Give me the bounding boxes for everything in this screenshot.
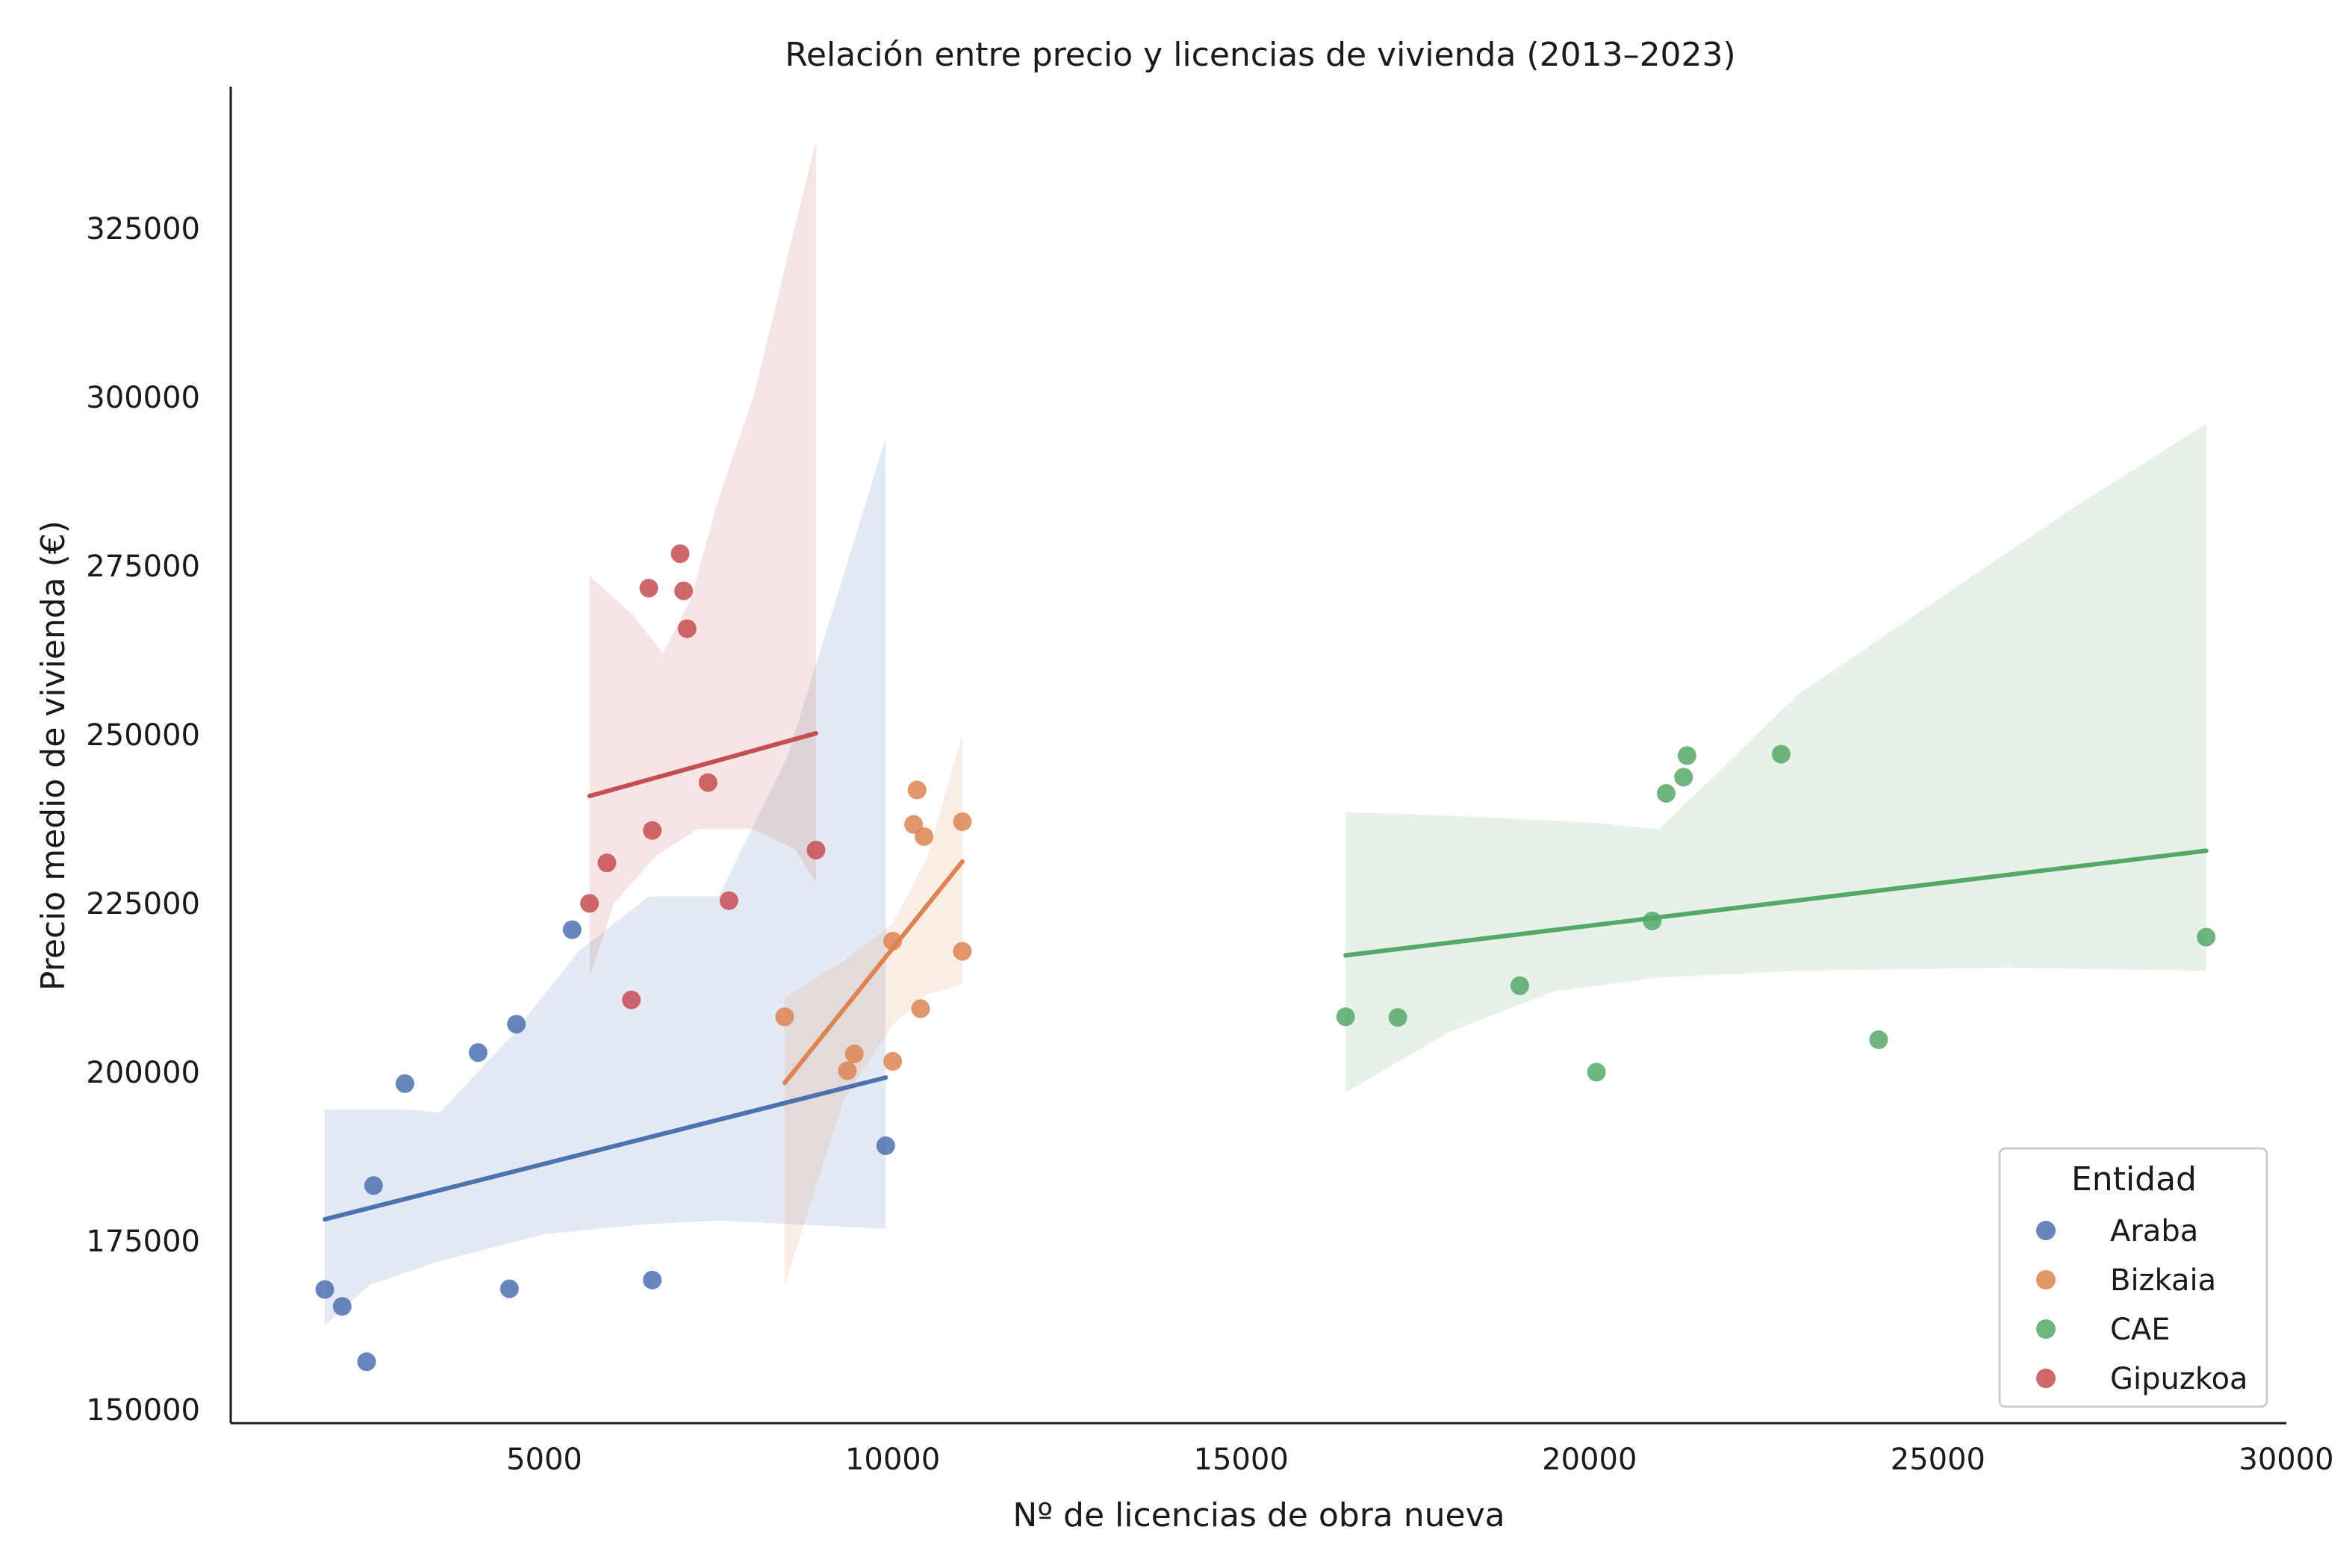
point-araba-4 xyxy=(395,1074,414,1093)
point-bizkaia-5 xyxy=(904,815,924,834)
legend: Entidad Araba Bizkaia CAE Gipuzkoa xyxy=(1998,1147,2268,1408)
point-cae-6 xyxy=(1674,768,1693,787)
point-cae-7 xyxy=(1677,746,1696,765)
fit-line-gipuzkoa xyxy=(587,731,818,799)
fit-line-bizkaia xyxy=(782,859,965,1086)
x-tick-label-25000: 25000 xyxy=(1891,1443,1985,1477)
point-cae-5 xyxy=(1656,784,1676,803)
ci-band-gipuzkoa xyxy=(589,140,816,978)
ci-band-araba xyxy=(325,438,886,1325)
point-cae-4 xyxy=(1643,911,1662,930)
point-cae-0 xyxy=(1336,1007,1355,1027)
point-bizkaia-4 xyxy=(883,932,903,951)
point-araba-8 xyxy=(562,920,582,939)
regression-lines xyxy=(322,731,2209,1222)
y-tick-label-300000: 300000 xyxy=(86,381,200,415)
x-tick-label-15000: 15000 xyxy=(1194,1443,1289,1477)
point-cae-1 xyxy=(1388,1008,1407,1027)
point-bizkaia-1 xyxy=(838,1061,857,1080)
point-araba-1 xyxy=(332,1297,352,1316)
point-cae-2 xyxy=(1510,976,1529,995)
legend-box xyxy=(1998,1147,2268,1408)
fit-line-araba xyxy=(322,1075,889,1222)
point-bizkaia-0 xyxy=(775,1007,794,1027)
y-axis-title: Precio medio de vivienda (€) xyxy=(34,520,72,991)
legend-label-bizkaia: Bizkaia xyxy=(2110,1263,2216,1298)
point-araba-9 xyxy=(643,1270,662,1289)
point-bizkaia-9 xyxy=(953,942,972,961)
x-tick-labels: 5000 10000 15000 20000 25000 30000 xyxy=(506,1443,2334,1477)
legend-title: Entidad xyxy=(2071,1160,2197,1198)
legend-marker-araba xyxy=(2036,1221,2056,1240)
point-gipuzkoa-1 xyxy=(597,853,617,873)
legend-label-gipuzkoa: Gipuzkoa xyxy=(2110,1362,2248,1396)
ci-band-bizkaia xyxy=(784,734,962,1285)
point-gipuzkoa-4 xyxy=(643,821,662,840)
point-araba-6 xyxy=(500,1279,519,1298)
x-tick-label-20000: 20000 xyxy=(1542,1443,1637,1477)
point-bizkaia-2 xyxy=(844,1044,864,1063)
point-araba-3 xyxy=(364,1176,383,1195)
point-araba-0 xyxy=(315,1280,335,1299)
legend-marker-gipuzkoa xyxy=(2036,1369,2056,1388)
x-tick-label-5000: 5000 xyxy=(506,1443,582,1477)
y-tick-label-200000: 200000 xyxy=(86,1056,200,1090)
y-tick-labels: 150000 175000 200000 225000 250000 275000 3000… xyxy=(86,212,200,1428)
point-bizkaia-3 xyxy=(883,1051,903,1071)
point-araba-10 xyxy=(876,1136,895,1155)
point-cae-8 xyxy=(1771,744,1791,764)
point-bizkaia-10 xyxy=(953,812,972,831)
point-gipuzkoa-8 xyxy=(698,773,718,792)
point-cae-3 xyxy=(1587,1063,1606,1082)
fit-line-cae xyxy=(1343,848,2209,958)
point-bizkaia-6 xyxy=(907,780,927,800)
x-axis-title: Nº de licencias de obra nueva xyxy=(1012,1496,1505,1534)
point-araba-7 xyxy=(507,1015,526,1034)
y-tick-label-150000: 150000 xyxy=(86,1393,200,1428)
point-araba-5 xyxy=(468,1043,488,1063)
chart-title: Relación entre precio y licencias de viv… xyxy=(785,36,1735,74)
y-tick-label-275000: 275000 xyxy=(86,550,200,584)
point-araba-2 xyxy=(357,1352,376,1372)
point-cae-9 xyxy=(1869,1030,1888,1050)
point-gipuzkoa-6 xyxy=(674,581,694,600)
legend-marker-bizkaia xyxy=(2036,1270,2056,1289)
point-bizkaia-8 xyxy=(915,827,934,846)
point-bizkaia-7 xyxy=(911,999,930,1018)
y-tick-label-225000: 225000 xyxy=(86,887,200,921)
legend-label-araba: Araba xyxy=(2110,1214,2198,1248)
point-gipuzkoa-10 xyxy=(806,840,826,859)
legend-marker-cae xyxy=(2036,1319,2056,1339)
y-tick-label-175000: 175000 xyxy=(86,1225,200,1259)
legend-label-cae: CAE xyxy=(2110,1313,2171,1347)
x-tick-label-30000: 30000 xyxy=(2239,1443,2333,1477)
point-gipuzkoa-3 xyxy=(639,579,659,598)
point-gipuzkoa-5 xyxy=(671,544,690,564)
legend-entries: Araba Bizkaia CAE Gipuzkoa xyxy=(2036,1214,2248,1396)
point-gipuzkoa-7 xyxy=(677,619,697,638)
point-gipuzkoa-0 xyxy=(580,894,600,913)
point-gipuzkoa-2 xyxy=(622,990,641,1009)
y-tick-label-250000: 250000 xyxy=(86,718,200,753)
point-gipuzkoa-9 xyxy=(719,891,738,910)
y-tick-label-325000: 325000 xyxy=(86,212,200,246)
data-points xyxy=(315,544,2216,1372)
point-cae-10 xyxy=(2197,927,2216,947)
x-tick-label-10000: 10000 xyxy=(845,1443,940,1477)
